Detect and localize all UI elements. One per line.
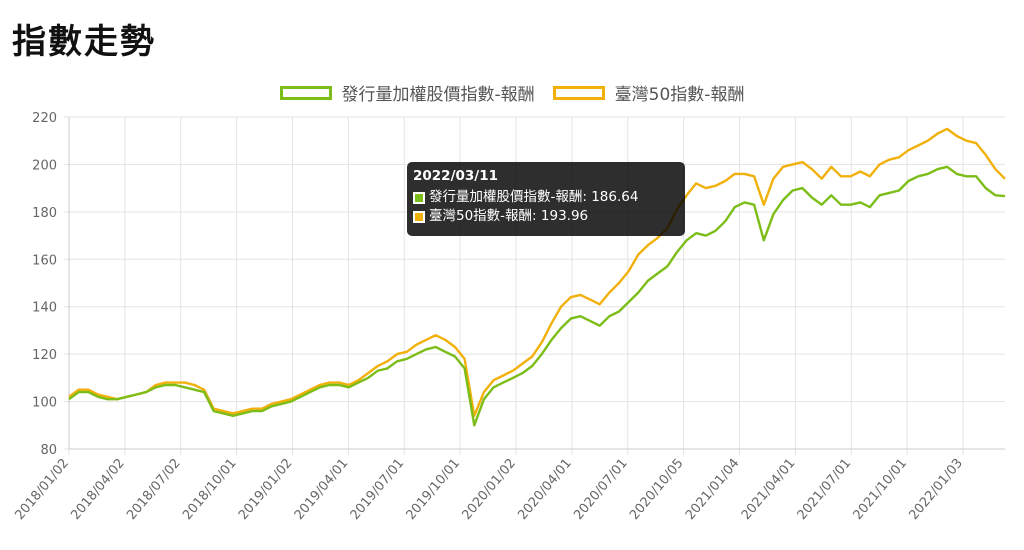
tooltip-swatch-tw50 xyxy=(413,210,425,223)
series-line-taiex xyxy=(68,165,1006,427)
x-tick-label: 2021/01/04 xyxy=(683,456,743,523)
x-tick-label: 2019/04/01 xyxy=(292,456,352,523)
chart-tooltip: 2022/03/11 發行量加權股價指數-報酬: 186.64 臺灣50指數-報… xyxy=(407,162,685,236)
tooltip-value-taiex: 發行量加權股價指數-報酬: 186.64 xyxy=(429,189,639,205)
legend-swatch-taiex xyxy=(279,85,332,100)
series-line-tw50 xyxy=(68,127,1006,417)
x-tick-label: 2020/07/01 xyxy=(571,456,631,523)
x-tick-label: 2021/10/01 xyxy=(851,456,911,523)
x-tick-label: 2018/10/01 xyxy=(180,456,240,523)
x-tick-label: 2019/10/01 xyxy=(404,456,464,523)
x-tick-label: 2018/04/02 xyxy=(68,456,128,523)
x-tick-label: 2018/07/02 xyxy=(124,456,184,523)
x-tick-label: 2019/07/01 xyxy=(348,456,408,523)
tooltip-swatch-taiex xyxy=(413,191,425,204)
x-tick-label: 2022/01/03 xyxy=(906,456,966,523)
legend-item-tw50[interactable]: 臺灣50指數-報酬 xyxy=(552,80,745,105)
tooltip-value-tw50: 臺灣50指數-報酬: 193.96 xyxy=(429,208,589,224)
y-tick-label: 120 xyxy=(32,348,57,363)
chart-legend: 發行量加權股價指數-報酬 臺灣50指數-報酬 xyxy=(0,80,1024,105)
y-tick-label: 180 xyxy=(32,206,57,221)
y-tick-label: 100 xyxy=(32,396,57,411)
legend-label-taiex: 發行量加權股價指數-報酬 xyxy=(341,85,535,105)
x-tick-label: 2021/07/01 xyxy=(795,456,855,523)
legend-label-tw50: 臺灣50指數-報酬 xyxy=(614,85,745,105)
tooltip-row-tw50: 臺灣50指數-報酬: 193.96 xyxy=(413,207,679,226)
y-tick-label: 160 xyxy=(32,253,57,268)
legend-item-taiex[interactable]: 發行量加權股價指數-報酬 xyxy=(279,80,535,105)
x-tick-label: 2019/01/02 xyxy=(236,456,296,523)
x-tick-label: 2020/04/01 xyxy=(515,456,575,523)
y-tick-label: 200 xyxy=(32,158,57,173)
tooltip-row-taiex: 發行量加權股價指數-報酬: 186.64 xyxy=(413,188,679,207)
y-tick-label: 80 xyxy=(40,443,57,458)
x-tick-label: 2020/01/02 xyxy=(459,456,519,523)
y-tick-label: 220 xyxy=(32,111,57,126)
y-tick-label: 140 xyxy=(32,301,57,316)
legend-swatch-tw50 xyxy=(552,85,605,100)
x-tick-label: 2021/04/01 xyxy=(739,456,799,523)
page-title: 指數走勢 xyxy=(12,22,156,62)
tooltip-date: 2022/03/11 xyxy=(413,168,499,184)
x-tick-label: 2018/01/02 xyxy=(12,456,72,523)
x-tick-label: 2020/10/05 xyxy=(627,456,687,523)
